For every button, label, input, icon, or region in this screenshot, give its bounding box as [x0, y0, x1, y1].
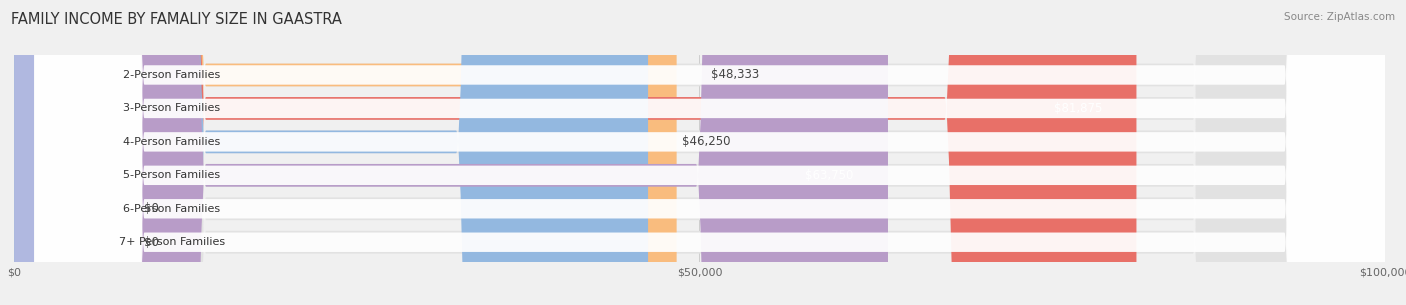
Text: $46,250: $46,250 — [682, 135, 731, 148]
Text: 4-Person Families: 4-Person Families — [124, 137, 221, 147]
FancyBboxPatch shape — [35, 0, 1395, 305]
FancyBboxPatch shape — [14, 0, 1136, 305]
Text: $81,875: $81,875 — [1054, 102, 1102, 115]
FancyBboxPatch shape — [14, 0, 889, 305]
FancyBboxPatch shape — [14, 0, 1385, 305]
FancyBboxPatch shape — [14, 0, 1385, 305]
FancyBboxPatch shape — [14, 0, 1385, 305]
Text: 2-Person Families: 2-Person Families — [124, 70, 221, 80]
FancyBboxPatch shape — [35, 0, 1395, 305]
FancyBboxPatch shape — [35, 0, 1395, 305]
FancyBboxPatch shape — [35, 0, 1395, 305]
Text: FAMILY INCOME BY FAMALIY SIZE IN GAASTRA: FAMILY INCOME BY FAMALIY SIZE IN GAASTRA — [11, 12, 342, 27]
Text: $0: $0 — [145, 202, 159, 215]
FancyBboxPatch shape — [14, 0, 1385, 305]
Text: 7+ Person Families: 7+ Person Families — [118, 237, 225, 247]
Text: $48,333: $48,333 — [711, 68, 759, 81]
Text: 3-Person Families: 3-Person Families — [124, 103, 221, 113]
Text: $63,750: $63,750 — [806, 169, 853, 182]
FancyBboxPatch shape — [35, 0, 1395, 305]
Text: 6-Person Families: 6-Person Families — [124, 204, 221, 214]
FancyBboxPatch shape — [14, 0, 648, 305]
FancyBboxPatch shape — [14, 0, 110, 305]
FancyBboxPatch shape — [14, 0, 1385, 305]
FancyBboxPatch shape — [14, 0, 676, 305]
FancyBboxPatch shape — [35, 0, 1395, 305]
Text: 5-Person Families: 5-Person Families — [124, 170, 221, 180]
Text: $0: $0 — [145, 236, 159, 249]
FancyBboxPatch shape — [14, 0, 110, 305]
FancyBboxPatch shape — [14, 0, 1385, 305]
Text: Source: ZipAtlas.com: Source: ZipAtlas.com — [1284, 12, 1395, 22]
